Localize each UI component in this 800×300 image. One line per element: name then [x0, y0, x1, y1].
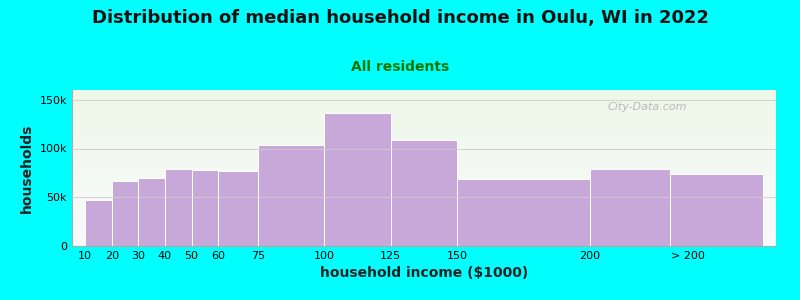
Bar	[138, 178, 165, 246]
Y-axis label: households: households	[20, 123, 34, 213]
Bar	[191, 170, 218, 246]
Text: All residents: All residents	[351, 60, 449, 74]
X-axis label: household income ($1000): household income ($1000)	[320, 266, 528, 280]
Bar	[165, 169, 191, 246]
Bar	[670, 174, 762, 246]
Bar	[390, 140, 458, 246]
Text: City-Data.com: City-Data.com	[607, 103, 686, 112]
Bar	[590, 169, 670, 246]
Bar	[86, 200, 112, 246]
Bar	[112, 181, 138, 246]
Bar	[258, 145, 324, 246]
Bar	[458, 179, 590, 246]
Bar	[324, 113, 390, 246]
Bar	[218, 171, 258, 246]
Text: Distribution of median household income in Oulu, WI in 2022: Distribution of median household income …	[91, 9, 709, 27]
